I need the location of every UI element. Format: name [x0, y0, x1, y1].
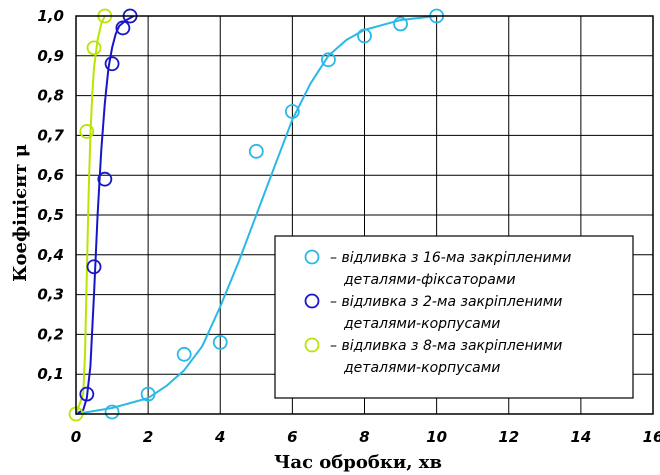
y-tick-label: 0,2 — [37, 325, 64, 343]
fit-curves — [75, 15, 437, 415]
y-tick-label: 0,8 — [37, 87, 64, 105]
y-tick-label: 0,3 — [37, 286, 64, 304]
legend-label-2: – відливка з 2-ма закріпленими — [330, 294, 562, 310]
x-tick-label: 0 — [71, 428, 81, 446]
series-1-point — [212, 334, 228, 350]
x-tick-label: 10 — [426, 428, 447, 446]
x-tick-label: 8 — [359, 428, 369, 446]
tick-labels: 0 2 4 6 8 10 12 14 16 0,1 0,2 0,3 0,4 0,5 0,6 0,7 0,8 0,9… — [37, 7, 660, 446]
series-2-curve — [75, 15, 135, 415]
legend-label-1: деталями-фіксаторами — [343, 272, 516, 288]
y-tick-label: 0,1 — [37, 365, 64, 383]
series-1-point — [248, 143, 264, 159]
y-axis-label: Коефіцієнт μ — [10, 144, 31, 282]
series-1-point — [140, 386, 156, 402]
y-tick-label: 0,4 — [37, 246, 64, 264]
y-tick-label: 1,0 — [37, 7, 64, 25]
x-tick-label: 6 — [287, 428, 297, 446]
x-tick-label: 12 — [498, 428, 519, 446]
series-1-point — [393, 16, 408, 32]
series-1-point — [321, 52, 336, 68]
legend-label-1: – відливка з 16-ма закріпленими — [330, 250, 571, 266]
series-1-point — [284, 104, 300, 119]
grid — [76, 16, 653, 414]
y-tick-label: 0,6 — [37, 166, 64, 184]
series-2-point — [97, 171, 113, 187]
legend-label-3: деталями-корпусами — [343, 360, 500, 376]
series-1-curve — [75, 15, 437, 415]
legend: – відливка з 16-ма закріпленими деталями-… — [274, 235, 634, 399]
x-tick-label: 2 — [143, 428, 153, 446]
legend-marker-3 — [304, 337, 320, 353]
series-2-point — [104, 56, 120, 72]
series-2-point — [86, 259, 102, 275]
series-2-point — [115, 20, 131, 36]
series-3-point — [79, 124, 95, 139]
series-1-point — [176, 346, 192, 362]
x-tick-label: 14 — [570, 428, 591, 446]
legend-marker-1 — [304, 249, 320, 265]
legend-box — [274, 235, 634, 399]
legend-label-3: – відливка з 8-ма закріпленими — [330, 338, 562, 354]
series-3-point — [86, 40, 102, 56]
legend-label-2: деталями-корпусами — [343, 316, 500, 332]
series-2-point — [79, 386, 95, 402]
x-axis-label: Час обробки, хв — [274, 452, 442, 473]
series-1-point — [357, 28, 372, 44]
plot-frame — [75, 15, 654, 415]
legend-marker-2 — [304, 293, 320, 309]
y-tick-label: 0,9 — [37, 47, 64, 65]
series-1-point — [104, 404, 120, 420]
series-3-curve — [75, 15, 106, 415]
x-tick-label: 16 — [643, 428, 660, 446]
y-tick-label: 0,7 — [37, 126, 64, 144]
x-tick-label: 4 — [214, 428, 225, 446]
y-tick-label: 0,5 — [37, 206, 64, 224]
